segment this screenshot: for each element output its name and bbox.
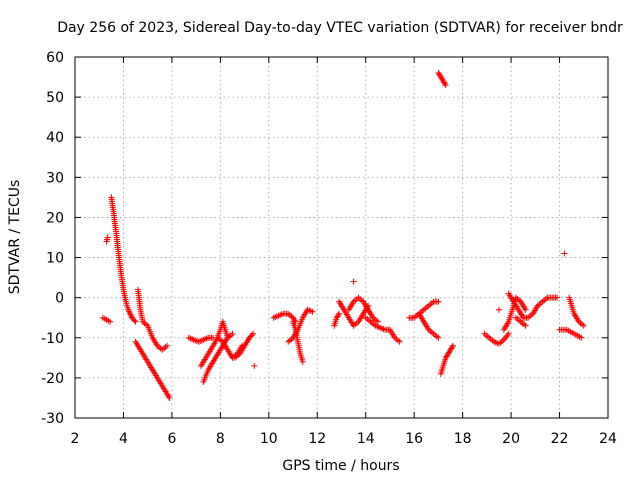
series-arc-03 (108, 194, 139, 325)
series-arc-16 (336, 298, 372, 329)
data-point (299, 358, 306, 365)
data-point (522, 322, 529, 329)
series-arc-10 (231, 330, 257, 361)
data-point (336, 310, 343, 317)
x-axis-label: GPS time / hours (282, 458, 399, 474)
x-tick-label: 8 (216, 431, 225, 447)
data-point (522, 306, 529, 313)
data-point (229, 330, 236, 337)
x-tick-label: 6 (167, 431, 176, 447)
series-arc-25 (495, 306, 502, 313)
data-point (396, 338, 403, 345)
data-point (442, 82, 449, 89)
chart-title: Day 256 of 2023, Sidereal Day-to-day VTE… (57, 20, 623, 36)
series-arc-05 (132, 338, 173, 401)
series-arc-01 (99, 314, 114, 325)
data-point (164, 342, 171, 349)
data-point (335, 312, 342, 319)
y-tick-label: 60 (46, 50, 64, 66)
data-points (99, 70, 587, 401)
x-tick-label: 20 (502, 431, 520, 447)
x-tick-labels: 2 4 6 8 10 12 14 16 18 20 22 24 (71, 431, 617, 447)
series-arc-28 (512, 314, 529, 329)
data-point (107, 318, 114, 325)
data-point (578, 334, 585, 341)
series-arc-14 (290, 318, 306, 365)
x-tick-label: 2 (71, 431, 80, 447)
series-arc-30 (556, 326, 585, 341)
x-tick-label: 14 (357, 431, 375, 447)
data-point (132, 318, 139, 325)
series-arc-23 (437, 342, 456, 377)
series-arc-17 (345, 294, 381, 325)
data-point (374, 318, 381, 325)
y-tick-label: -20 (41, 371, 64, 387)
series-arc-07 (197, 318, 231, 369)
data-point (495, 306, 502, 313)
data-point (435, 334, 442, 341)
y-tick-label: 40 (46, 130, 64, 146)
data-point (309, 308, 316, 315)
x-tick-label: 22 (551, 431, 569, 447)
data-point (441, 80, 448, 87)
series-arc-02 (103, 234, 111, 245)
data-point (435, 298, 442, 305)
x-tick-label: 18 (454, 431, 472, 447)
x-tick-label: 10 (260, 431, 278, 447)
series-arc-11 (251, 362, 258, 369)
data-point (104, 234, 111, 241)
y-axis-label: SDTVAR / TECUs (7, 180, 23, 295)
data-point (131, 317, 138, 324)
y-tick-label: 20 (46, 210, 64, 226)
series-arc-24 (481, 330, 512, 347)
series-arc-15 (331, 310, 343, 329)
x-tick-label: 12 (308, 431, 326, 447)
x-tick-label: 4 (119, 431, 128, 447)
grid-lines (75, 57, 608, 418)
y-tick-label: 0 (55, 291, 64, 307)
y-tick-label: -10 (41, 331, 64, 347)
data-point (350, 278, 357, 285)
y-tick-labels: -30 -20 -10 0 10 20 30 40 50 60 (41, 50, 64, 427)
data-point (561, 250, 568, 257)
y-tick-label: 50 (46, 90, 64, 106)
y-tick-label: 10 (46, 251, 64, 267)
plot-frame (74, 56, 609, 419)
series-arc-18 (350, 278, 357, 285)
series-arc-08 (200, 330, 236, 385)
data-point (580, 322, 587, 329)
data-point (554, 294, 561, 301)
series-arc-19 (362, 314, 403, 345)
y-tick-label: 30 (46, 170, 64, 186)
data-point (166, 394, 173, 401)
series-arc-22 (435, 70, 449, 89)
x-tick-label: 24 (599, 431, 617, 447)
data-point (449, 342, 456, 349)
series-arc-04 (134, 286, 171, 353)
series-arc-27 (505, 290, 561, 321)
data-point (248, 332, 255, 339)
x-tick-label: 16 (405, 431, 423, 447)
axis-ticks (74, 56, 609, 419)
y-tick-label: -30 (41, 411, 64, 427)
data-point (250, 330, 257, 337)
series-arc-31 (566, 294, 587, 329)
data-point (251, 362, 258, 369)
series-arc-29 (561, 250, 568, 257)
data-point (449, 344, 456, 351)
series-arc-21 (416, 310, 442, 341)
data-point (505, 330, 512, 337)
series-arc-12 (270, 310, 299, 325)
series-arc-06 (185, 334, 217, 345)
